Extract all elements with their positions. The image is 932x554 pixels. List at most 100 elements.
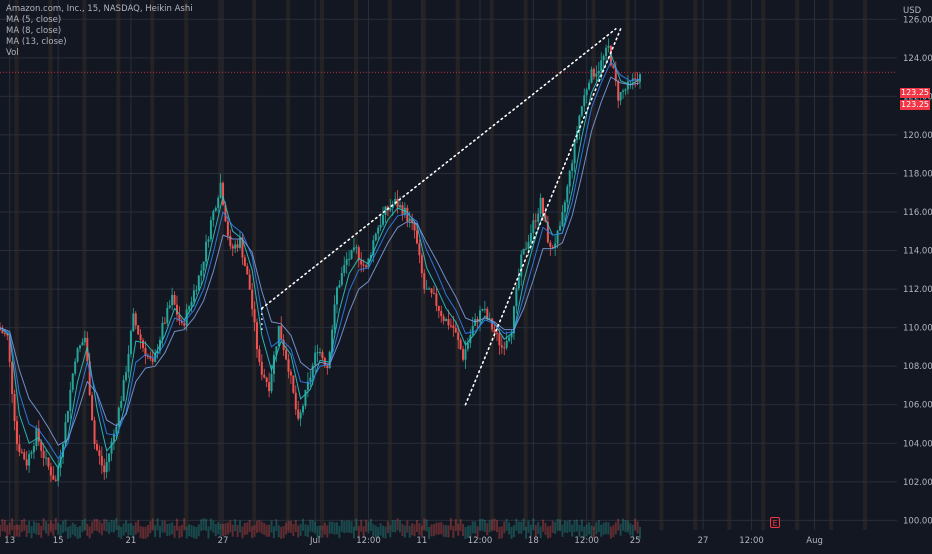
candle-body (571, 163, 574, 171)
candle-body (481, 309, 484, 311)
candle-body (202, 261, 205, 271)
candle-body (120, 400, 123, 408)
volume-bar (437, 522, 440, 535)
candle-body (302, 406, 305, 413)
volume-bar (287, 520, 290, 533)
volume-bar (578, 524, 581, 537)
legend-volume[interactable]: Vol (6, 48, 19, 58)
volume-bar (338, 525, 341, 538)
candle-body (430, 288, 433, 293)
candle-body (486, 308, 489, 319)
legend-ma5[interactable]: MA (5, close) (6, 15, 62, 25)
candle-body (144, 348, 147, 357)
volume-bar (229, 520, 232, 533)
candle-body (578, 115, 581, 132)
candle-body (183, 323, 186, 326)
volume-bar (462, 524, 465, 537)
volume-bar (95, 518, 98, 531)
volume-bar (37, 523, 40, 536)
volume-bar (401, 523, 404, 536)
candle-body (617, 81, 620, 101)
candle-body (377, 227, 380, 234)
candle-body (573, 139, 576, 164)
x-tick-label: Aug (806, 536, 823, 546)
candle-body (69, 389, 72, 411)
volume-bar (592, 526, 595, 539)
x-tick-label: Jul (309, 536, 320, 546)
volume-bar (343, 521, 346, 534)
candle-body (508, 337, 511, 341)
candle-body (149, 356, 152, 359)
volume-bar (83, 518, 86, 531)
volume-bar (62, 520, 65, 533)
volume-bar (188, 524, 191, 537)
candle-body (549, 242, 552, 247)
y-tick-label: 106.00 (903, 401, 932, 411)
volume-bar (0, 524, 1, 537)
session-band (455, 0, 460, 530)
candle-body (396, 198, 399, 208)
volume-bar (423, 518, 426, 531)
volume-bar (45, 521, 48, 534)
volume-bar (197, 524, 200, 537)
candle-body (466, 343, 469, 350)
candle-body (95, 443, 98, 451)
session-band (116, 0, 121, 530)
session-band (353, 0, 358, 530)
candle-body (209, 220, 212, 240)
candle-body (231, 246, 234, 249)
volume-bar (367, 521, 370, 534)
volume-bar (391, 520, 394, 533)
volume-bar (479, 519, 482, 532)
candle-body (142, 340, 145, 349)
volume-bar (151, 518, 154, 531)
session-band (489, 0, 494, 530)
volume-bar (159, 525, 162, 538)
volume-bar (634, 518, 637, 531)
candle-body (449, 325, 452, 327)
volume-bar (105, 519, 108, 532)
volume-bar (302, 518, 305, 531)
candle-body (132, 313, 135, 332)
candle-body (580, 106, 583, 116)
candle-body (522, 248, 525, 255)
candle-body (168, 305, 171, 308)
candle-body (498, 333, 501, 346)
candle-body (154, 353, 157, 362)
candle-body (207, 239, 210, 242)
session-band (421, 0, 426, 530)
candle-body (272, 355, 275, 375)
earnings-marker[interactable]: E (770, 517, 780, 528)
candle-body (532, 220, 535, 234)
candle-body (568, 170, 571, 187)
candle-body (258, 349, 261, 362)
volume-bar (226, 522, 229, 535)
candle-body (374, 233, 377, 241)
session-band (150, 0, 155, 530)
candle-body (452, 325, 455, 328)
volume-bar (57, 522, 60, 535)
session-band (387, 0, 392, 530)
candle-body (195, 290, 198, 292)
candle-body (474, 318, 477, 326)
candle-body (45, 457, 48, 459)
candle-body (268, 382, 271, 392)
legend-ma13[interactable]: MA (13, close) (6, 37, 67, 47)
volume-bar (59, 524, 62, 537)
volume-bar (457, 523, 460, 536)
volume-bar (406, 520, 409, 533)
candle-body (413, 222, 416, 231)
candle-body (54, 479, 57, 481)
candle-body (71, 373, 74, 390)
volume-bar (185, 526, 188, 539)
candle-body (607, 45, 610, 48)
candle-body (265, 377, 268, 383)
legend-ma8[interactable]: MA (8, close) (6, 26, 62, 36)
volume-bar (551, 520, 554, 533)
volume-bar (471, 521, 474, 534)
y-tick-label: 108.00 (903, 362, 932, 372)
candle-body (546, 221, 549, 243)
candle-body (515, 288, 518, 307)
